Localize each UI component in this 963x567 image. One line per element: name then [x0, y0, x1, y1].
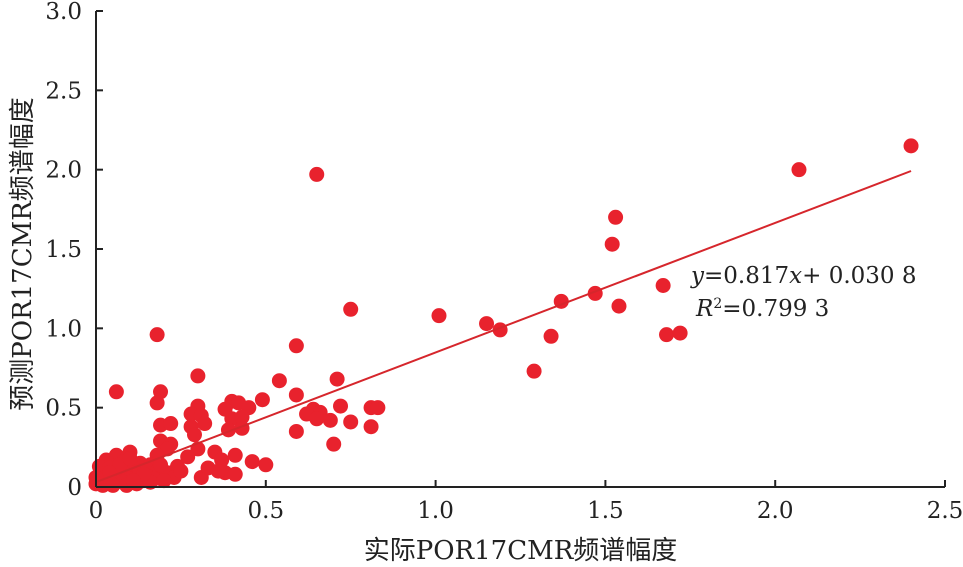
data-point [186, 427, 202, 443]
y-tick-label: 1.0 [45, 316, 82, 342]
x-tick-label: 1.5 [587, 498, 624, 524]
data-point [526, 363, 542, 379]
r-squared: R2=0.799 3 [695, 296, 829, 322]
data-point [655, 277, 671, 293]
data-point [125, 473, 141, 489]
data-point [173, 463, 189, 479]
data-point [254, 392, 270, 408]
data-point [309, 411, 325, 427]
data-point [288, 338, 304, 354]
data-point [479, 316, 495, 332]
data-point [197, 416, 213, 432]
data-point [227, 447, 243, 463]
data-point [431, 308, 447, 324]
data-point [163, 416, 179, 432]
data-point [608, 209, 624, 225]
regression-equation: y=0.817x+ 0.030 8 [690, 263, 916, 289]
data-point [108, 384, 124, 400]
data-point [672, 325, 688, 341]
data-point [271, 373, 287, 389]
x-tick-label: 0 [89, 498, 104, 524]
data-point [149, 395, 165, 411]
y-axis-title: 预测POR17CMR频谱幅度 [8, 97, 38, 411]
data-point [288, 387, 304, 403]
x-tick-label: 1.0 [417, 498, 454, 524]
x-tick-label: 2.5 [927, 498, 963, 524]
y-ticks: 0 0.5 1.0 1.5 2.0 2.5 3.0 [45, 0, 103, 501]
r2-value: =0.799 3 [722, 296, 829, 322]
data-point [543, 328, 559, 344]
data-point [329, 371, 345, 387]
data-point [122, 450, 138, 466]
data-point [227, 466, 243, 482]
eq-slope: =0.817 [704, 263, 789, 289]
data-point [604, 236, 620, 252]
eq-intercept: + 0.030 8 [802, 263, 916, 289]
data-point [180, 449, 196, 465]
data-point [288, 423, 304, 439]
data-point [258, 457, 274, 473]
data-point [153, 457, 169, 473]
data-point [210, 463, 226, 479]
data-point [149, 327, 165, 343]
data-point [363, 419, 379, 435]
data-point [343, 414, 359, 430]
data-point [903, 138, 919, 154]
y-tick-label: 3.0 [45, 0, 82, 25]
data-point [333, 398, 349, 414]
x-ticks: 0 0.5 1.0 1.5 2.0 2.5 [89, 480, 963, 524]
data-point [370, 400, 386, 416]
data-point [322, 412, 338, 428]
x-tick-label: 0.5 [248, 498, 285, 524]
y-tick-label: 0.5 [45, 396, 82, 422]
data-point [244, 454, 260, 470]
data-point [190, 368, 206, 384]
data-point [343, 301, 359, 317]
data-point [234, 409, 250, 425]
data-point [326, 436, 342, 452]
y-tick-label: 0 [67, 475, 82, 501]
y-tick-label: 2.0 [45, 158, 82, 184]
y-tick-label: 1.5 [45, 237, 82, 263]
data-point [156, 473, 172, 489]
eq-y-var: y [690, 263, 705, 289]
fit-line [95, 170, 912, 484]
r2-superscript: 2 [713, 296, 722, 312]
data-point [791, 162, 807, 178]
data-point [659, 327, 675, 343]
y-tick-label: 2.5 [45, 78, 82, 104]
data-point [309, 166, 325, 182]
x-tick-label: 2.0 [757, 498, 794, 524]
x-axis-title: 实际POR17CMR频谱幅度 [364, 536, 678, 566]
data-point [611, 298, 627, 314]
eq-x-var: x [789, 263, 802, 289]
data-point [105, 477, 121, 493]
r2-base: R [695, 296, 713, 322]
